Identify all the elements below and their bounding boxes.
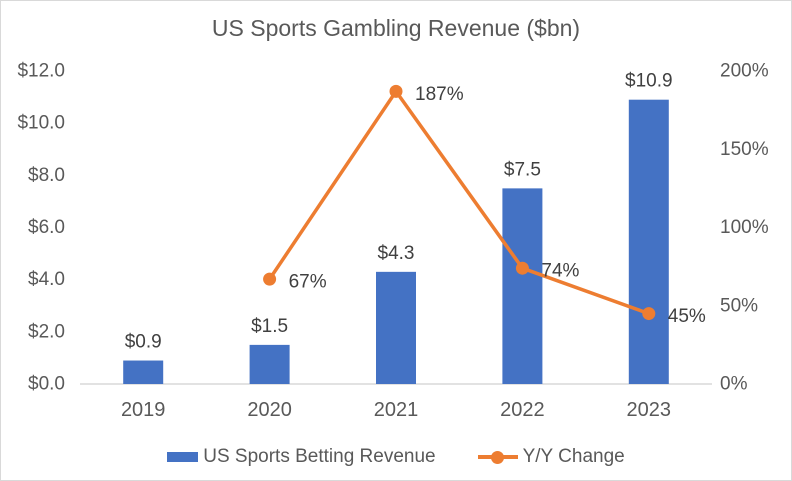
line-label-2021: 187% bbox=[415, 84, 464, 105]
x-axis-label-2021: 2021 bbox=[374, 399, 419, 421]
left-axis-tick: $8.0 bbox=[28, 165, 65, 186]
bar-label-2022: $7.5 bbox=[504, 159, 541, 180]
bar-label-2019: $0.9 bbox=[125, 332, 162, 353]
x-axis-label-2023: 2023 bbox=[627, 399, 672, 421]
right-axis-tick: 200% bbox=[720, 61, 769, 82]
line-marker-2021 bbox=[389, 84, 403, 98]
legend-item-yy-change: Y/Y Change bbox=[477, 446, 625, 468]
right-axis-tick: 50% bbox=[720, 295, 758, 316]
bar-2023 bbox=[628, 99, 669, 385]
bar-label-2021: $4.3 bbox=[378, 243, 415, 264]
bar-2020 bbox=[249, 344, 290, 384]
left-axis-tick: $2.0 bbox=[28, 321, 65, 342]
bar-2021 bbox=[376, 271, 416, 384]
right-axis-tick: 0% bbox=[720, 374, 748, 395]
legend-bar-swatch-icon bbox=[167, 452, 199, 462]
line-marker-2023 bbox=[642, 307, 656, 321]
line-label-2022: 74% bbox=[541, 261, 579, 282]
x-axis-label-2020: 2020 bbox=[247, 399, 292, 421]
line-marker-2022 bbox=[515, 261, 529, 275]
right-axis-tick: 100% bbox=[720, 217, 769, 238]
legend-line-swatch-icon bbox=[477, 450, 518, 464]
line-label-2020: 67% bbox=[289, 272, 327, 293]
left-axis-tick: $6.0 bbox=[28, 217, 65, 238]
left-axis-tick: $4.0 bbox=[28, 269, 65, 290]
bar-label-2020: $1.5 bbox=[251, 316, 288, 337]
line-marker-2020 bbox=[263, 272, 277, 286]
right-axis-tick: 150% bbox=[720, 139, 769, 160]
yy-change-line bbox=[268, 89, 650, 316]
bar-label-2023: $10.9 bbox=[625, 71, 673, 92]
x-axis-label-2022: 2022 bbox=[500, 399, 545, 421]
left-axis-tick: $10.0 bbox=[17, 113, 65, 134]
left-axis-tick: $0.0 bbox=[28, 374, 65, 395]
legend: US Sports Betting Revenue Y/Y Change bbox=[1, 444, 791, 470]
legend-item-revenue: US Sports Betting Revenue bbox=[167, 446, 436, 468]
line-label-2023: 45% bbox=[668, 306, 706, 327]
left-axis-tick: $12.0 bbox=[17, 61, 65, 82]
chart-title: US Sports Gambling Revenue ($bn) bbox=[211, 15, 581, 41]
x-axis-label-2019: 2019 bbox=[121, 399, 166, 421]
legend-line-dot-icon bbox=[490, 450, 504, 464]
bar-2019 bbox=[123, 360, 164, 384]
legend-label-revenue: US Sports Betting Revenue bbox=[203, 446, 436, 467]
bar-2022 bbox=[502, 188, 543, 384]
legend-label-yy-change: Y/Y Change bbox=[522, 446, 625, 467]
